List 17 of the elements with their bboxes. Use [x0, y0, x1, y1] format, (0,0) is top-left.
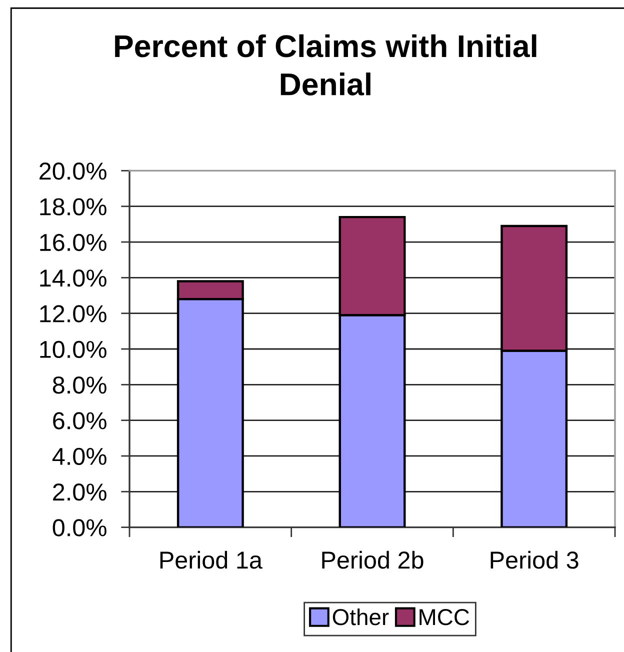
y-tick-label: 6.0% — [53, 412, 106, 430]
legend-label: Other — [332, 608, 389, 626]
y-tick-label: 8.0% — [52, 376, 106, 394]
y-tick-label: 12.0% — [40, 305, 106, 322]
x-tick-label: Period 3 — [490, 550, 578, 569]
y-tick-label: 20.0% — [40, 162, 106, 180]
y-tick-label: 0.0% — [52, 519, 106, 536]
legend-label: MCC — [420, 609, 470, 626]
y-tick-label: 10.0% — [40, 340, 106, 358]
y-tick-label: 14.0% — [40, 270, 106, 287]
y-tick-label: 16.0% — [40, 234, 106, 252]
x-tick-label: Period 2b — [322, 550, 424, 569]
y-tick-label: 4.0% — [52, 448, 106, 466]
y-tick-label: 2.0% — [53, 483, 106, 501]
y-tick-label: 18.0% — [40, 198, 106, 216]
chart-title: Percent of Claims with Initial Denial — [115, 34, 536, 96]
x-tick-label: Period 1a — [160, 550, 262, 569]
